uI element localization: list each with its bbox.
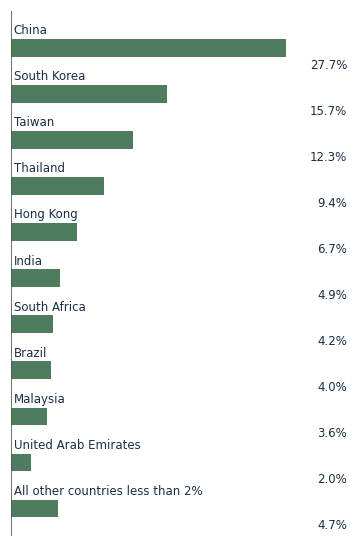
Text: 12.3%: 12.3% [310, 151, 347, 164]
Bar [11, 362, 51, 379]
Bar [11, 39, 287, 56]
Text: China: China [14, 24, 48, 37]
Bar [11, 269, 59, 287]
Text: 4.9%: 4.9% [317, 289, 347, 302]
Text: Brazil: Brazil [14, 347, 47, 359]
Text: Thailand: Thailand [14, 162, 65, 176]
Bar [11, 85, 167, 103]
Bar [11, 408, 47, 425]
Bar [11, 131, 133, 149]
Text: 4.0%: 4.0% [318, 381, 347, 394]
Text: Hong Kong: Hong Kong [14, 208, 77, 222]
Bar [11, 316, 53, 333]
Bar [11, 177, 104, 195]
Text: 6.7%: 6.7% [317, 243, 347, 256]
Text: South Africa: South Africa [14, 300, 86, 313]
Text: 4.2%: 4.2% [317, 335, 347, 348]
Text: 9.4%: 9.4% [317, 197, 347, 210]
Text: India: India [14, 254, 43, 267]
Text: United Arab Emirates: United Arab Emirates [14, 439, 140, 452]
Bar [11, 453, 31, 471]
Text: 15.7%: 15.7% [310, 105, 347, 118]
Text: 4.7%: 4.7% [317, 520, 347, 532]
Bar [11, 223, 77, 241]
Text: 27.7%: 27.7% [310, 59, 347, 72]
Bar [11, 499, 58, 517]
Text: 2.0%: 2.0% [318, 473, 347, 486]
Text: 3.6%: 3.6% [318, 427, 347, 440]
Text: Malaysia: Malaysia [14, 393, 66, 406]
Text: Taiwan: Taiwan [14, 117, 54, 129]
Text: All other countries less than 2%: All other countries less than 2% [14, 485, 202, 498]
Text: South Korea: South Korea [14, 70, 85, 83]
